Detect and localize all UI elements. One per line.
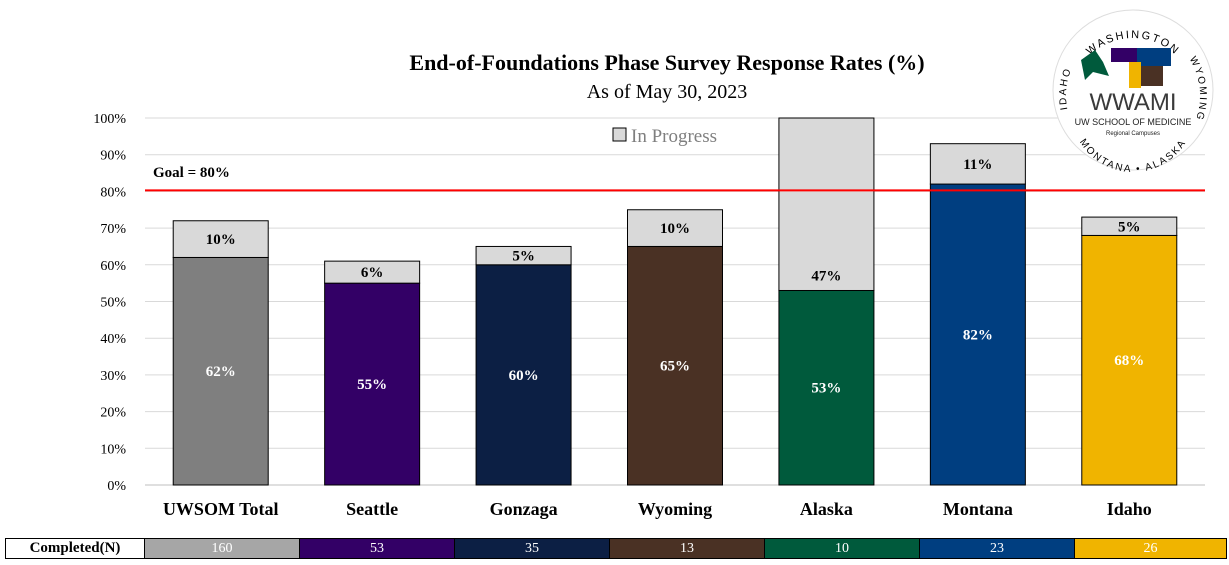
wwami-logo: WASHINGTON MONTANA • ALASKA IDAHO WYOMIN… [1052,9,1214,175]
table-cell: 10 [765,539,920,558]
y-axis: 0% 10% 20% 30% 40% 50% 60% 70% 80% 90% 100% [93,112,126,494]
in-progress-data-label: 11% [963,157,992,173]
logo-name: WWAMI [1089,89,1176,116]
legend: In Progress [612,126,717,147]
in-progress-data-label: 10% [206,232,236,248]
logo-map-icon [1081,48,1171,88]
completed-data-label: 82% [963,328,993,344]
completed-data-label: 53% [811,381,841,397]
goal-line-group: Goal = 80% [145,165,1205,192]
in-progress-data-label: 6% [361,265,384,281]
in-progress-data-label: 10% [660,221,690,237]
logo-circle [1052,9,1214,171]
legend-label: In Progress [631,126,717,147]
x-tick-label: UWSOM Total [163,499,279,519]
bar-in-progress [324,260,421,284]
y-tick-label: 90% [100,149,126,164]
completed-data-label: 62% [206,364,236,380]
x-tick-label: Wyoming [638,499,712,519]
logo-left-text: IDAHO [1058,66,1074,111]
logo-line2: Regional Campuses [1106,131,1160,137]
in-progress-data-label: 5% [1118,219,1141,235]
in-progress-data-label: 47% [811,268,841,284]
x-tick-label: Seattle [346,499,398,519]
bar-completed [324,282,421,486]
completed-data-label: 68% [1114,353,1144,369]
y-tick-label: 30% [100,369,126,384]
completed-data-label: 60% [509,368,539,384]
y-tick-label: 20% [100,406,126,421]
bar-in-progress [172,220,269,258]
table-cell: 13 [610,539,765,558]
completed-data-label: 65% [660,359,690,375]
completed-data-label: 55% [357,377,387,393]
bar-in-progress [627,209,723,247]
table-cell: 23 [920,539,1075,558]
y-tick-label: 10% [100,442,126,457]
chart: End-of-Foundations Phase Survey Response… [93,9,1214,519]
x-axis: UWSOM Total Seattle Gonzaga Wyoming Alaska Mo… [163,499,1152,519]
chart-subtitle: As of May 30, 2023 [587,81,748,103]
bar-completed [929,183,1026,486]
y-tick-label: 70% [100,222,126,237]
chart-title: End-of-Foundations Phase Survey Response… [409,50,924,75]
x-tick-label: Montana [943,499,1013,519]
table-cell: 160 [145,539,300,558]
bar-completed [172,256,269,486]
x-tick-label: Gonzaga [490,499,558,519]
bar-in-progress [475,245,572,266]
bars: 62% 10% 55% 6% 60% 5% 65% 10% 53% 47% 82% 11% 68% 5% [172,117,1178,486]
table-cell: 53 [300,539,455,558]
bar-completed [627,245,723,486]
table-header: Completed(N) [6,539,145,558]
logo-line1: UW SCHOOL OF MEDICINE [1075,117,1192,127]
table-cell: 35 [455,539,610,558]
y-tick-label: 40% [100,332,126,347]
x-tick-label: Alaska [800,499,853,519]
y-tick-label: 100% [93,112,126,127]
x-tick-label: Idaho [1107,499,1152,519]
y-tick-label: 80% [100,185,126,200]
y-tick-label: 60% [100,259,126,274]
y-tick-label: 0% [107,479,126,494]
in-progress-data-label: 5% [512,249,535,265]
bar-in-progress [1081,216,1178,236]
legend-swatch [612,127,627,142]
completed-table: Completed(N) 160 53 35 13 10 23 26 [5,538,1227,559]
bar-in-progress [929,143,1026,185]
bar-in-progress [778,117,875,291]
bar-completed [475,264,572,486]
goal-label: Goal = 80% [153,165,230,181]
y-tick-label: 50% [100,296,126,311]
table-cell: 26 [1075,539,1226,558]
bar-completed [1081,234,1178,486]
